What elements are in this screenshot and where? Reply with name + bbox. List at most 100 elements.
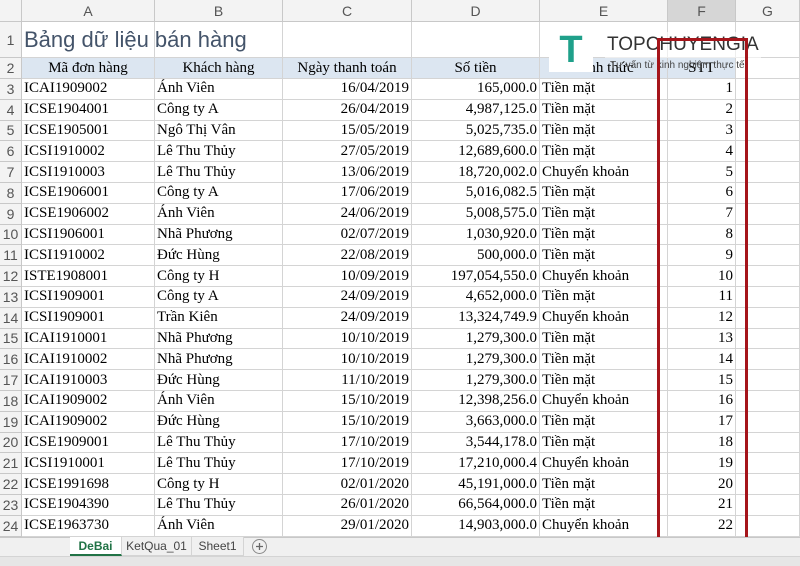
data-cell: ICSE1906002 xyxy=(22,203,155,225)
data-cell: 15/05/2019 xyxy=(283,120,412,142)
data-cell: 19 xyxy=(668,453,736,475)
row-header[interactable]: 16 xyxy=(0,349,22,371)
data-cell: 24/09/2019 xyxy=(283,307,412,329)
data-cell: 15/10/2019 xyxy=(283,411,412,433)
data-cell: 14,903,000.0 xyxy=(412,515,540,537)
data-cell: 500,000.0 xyxy=(412,245,540,267)
data-cell: Tiền mặt xyxy=(540,370,668,391)
cell[interactable] xyxy=(412,22,540,58)
row-header[interactable]: 1 xyxy=(0,22,22,58)
row-header[interactable]: 3 xyxy=(0,79,22,100)
row-header[interactable]: 20 xyxy=(0,432,22,454)
data-cell: 45,191,000.0 xyxy=(412,474,540,495)
data-cell: Công ty H xyxy=(155,266,283,287)
logo-icon: T xyxy=(549,28,593,72)
data-cell: 1,279,300.0 xyxy=(412,370,540,391)
data-cell: 8 xyxy=(668,224,736,246)
data-cell: Lê Thu Thủy xyxy=(155,432,283,454)
data-cell: 165,000.0 xyxy=(412,79,540,100)
row-header[interactable]: 4 xyxy=(0,99,22,121)
row-header[interactable]: 22 xyxy=(0,474,22,495)
column-header[interactable]: D xyxy=(412,0,540,22)
data-cell: ICSI1910001 xyxy=(22,453,155,475)
data-cell: ICAI1909002 xyxy=(22,411,155,433)
column-header[interactable]: A xyxy=(22,0,155,22)
column-header[interactable]: F xyxy=(668,0,736,22)
data-cell: ICAI1909002 xyxy=(22,79,155,100)
row-header[interactable]: 10 xyxy=(0,224,22,246)
row-header[interactable]: 17 xyxy=(0,370,22,391)
data-cell: Nhã Phương xyxy=(155,224,283,246)
data-cell: ICSE1909001 xyxy=(22,432,155,454)
column-header[interactable]: G xyxy=(736,0,800,22)
row-header[interactable]: 12 xyxy=(0,266,22,287)
data-cell: Tiền mặt xyxy=(540,287,668,308)
sheet-tab[interactable]: KetQua_01 xyxy=(122,537,192,556)
header-cell: STT xyxy=(668,58,736,79)
data-cell: Nhã Phương xyxy=(155,328,283,350)
sheet-tab[interactable]: Sheet1 xyxy=(192,537,244,556)
row-header[interactable]: 23 xyxy=(0,495,22,516)
cell[interactable] xyxy=(283,22,412,58)
header-cell: Số tiền xyxy=(412,58,540,79)
data-cell: 22 xyxy=(668,515,736,537)
data-cell: ICAI1910001 xyxy=(22,328,155,350)
add-sheet[interactable] xyxy=(252,539,267,554)
column-header[interactable]: C xyxy=(283,0,412,22)
data-cell: Tiền mặt xyxy=(540,203,668,225)
header-cell: Mã đơn hàng xyxy=(22,58,155,79)
data-cell: Ánh Viên xyxy=(155,203,283,225)
data-cell: Chuyển khoản xyxy=(540,266,668,287)
data-cell: Trần Kiên xyxy=(155,307,283,329)
data-cell: ICAI1909002 xyxy=(22,391,155,412)
row-header[interactable]: 19 xyxy=(0,411,22,433)
data-cell: ICSE1904001 xyxy=(22,99,155,121)
status-bar xyxy=(0,557,800,566)
column-header[interactable]: E xyxy=(540,0,668,22)
row-header[interactable]: 11 xyxy=(0,245,22,267)
data-cell: Tiền mặt xyxy=(540,224,668,246)
corner xyxy=(0,0,22,22)
data-cell: 4,987,125.0 xyxy=(412,99,540,121)
row-header[interactable]: 9 xyxy=(0,203,22,225)
data-cell: ICSE1991698 xyxy=(22,474,155,495)
data-cell: ICSI1910003 xyxy=(22,162,155,183)
cell[interactable] xyxy=(22,22,155,58)
sheet-tab[interactable]: DeBai xyxy=(70,537,122,556)
header-cell: Khách hàng xyxy=(155,58,283,79)
row-header[interactable]: 21 xyxy=(0,453,22,475)
sheet-title: Bảng dữ liệu bán hàng xyxy=(24,27,247,52)
data-cell: Công ty H xyxy=(155,474,283,495)
data-cell: Tiền mặt xyxy=(540,141,668,163)
data-cell: 6 xyxy=(668,183,736,204)
row-header[interactable]: 24 xyxy=(0,515,22,537)
data-cell: Tiền mặt xyxy=(540,79,668,100)
data-cell: 15 xyxy=(668,370,736,391)
cell[interactable] xyxy=(155,22,283,58)
row-header[interactable]: 15 xyxy=(0,328,22,350)
data-cell: Công ty A xyxy=(155,287,283,308)
row-header[interactable]: 2 xyxy=(0,58,22,79)
data-cell: Tiền mặt xyxy=(540,349,668,371)
data-cell: 17/10/2019 xyxy=(283,453,412,475)
row-header[interactable]: 6 xyxy=(0,141,22,163)
row-header[interactable]: 18 xyxy=(0,391,22,412)
data-cell: 17 xyxy=(668,411,736,433)
data-cell: ICSE1905001 xyxy=(22,120,155,142)
row-header[interactable]: 8 xyxy=(0,183,22,204)
data-cell: 24/09/2019 xyxy=(283,287,412,308)
header-cell: Ngày thanh toán xyxy=(283,58,412,79)
data-cell: 1,279,300.0 xyxy=(412,328,540,350)
data-cell: 16 xyxy=(668,391,736,412)
data-cell: 1,279,300.0 xyxy=(412,349,540,371)
row-header[interactable]: 5 xyxy=(0,120,22,142)
data-cell: 1 xyxy=(668,79,736,100)
row-header[interactable]: 13 xyxy=(0,287,22,308)
row-header[interactable]: 7 xyxy=(0,162,22,183)
data-cell: Chuyển khoản xyxy=(540,515,668,537)
data-cell: 21 xyxy=(668,495,736,516)
data-cell: Chuyển khoản xyxy=(540,307,668,329)
row-header[interactable]: 14 xyxy=(0,307,22,329)
column-header[interactable]: B xyxy=(155,0,283,22)
